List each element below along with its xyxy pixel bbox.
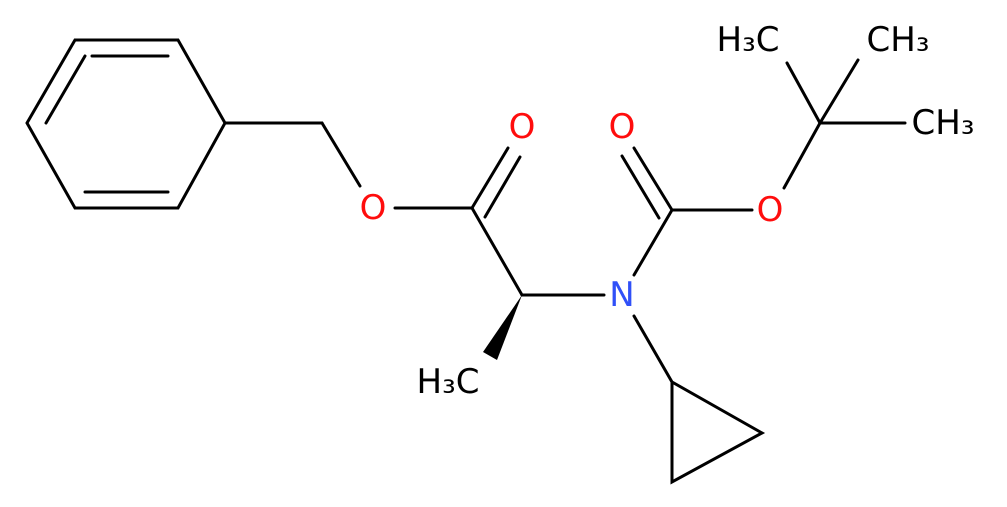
atom-label: N	[609, 275, 634, 315]
cyclopropyl-ring	[670, 379, 766, 485]
benzene-ring	[25, 38, 227, 210]
atom-label: O	[360, 188, 387, 228]
atom-label: O	[509, 107, 536, 147]
atom-label: H₃C	[717, 20, 780, 60]
bonds	[25, 38, 907, 485]
atom-label: CH₃	[912, 103, 975, 143]
atom-label: O	[609, 107, 636, 147]
atom-label: CH₃	[867, 20, 930, 60]
atom-label: O	[757, 190, 784, 230]
atom-label: H₃C	[417, 362, 480, 402]
wedge-bond	[483, 295, 522, 360]
